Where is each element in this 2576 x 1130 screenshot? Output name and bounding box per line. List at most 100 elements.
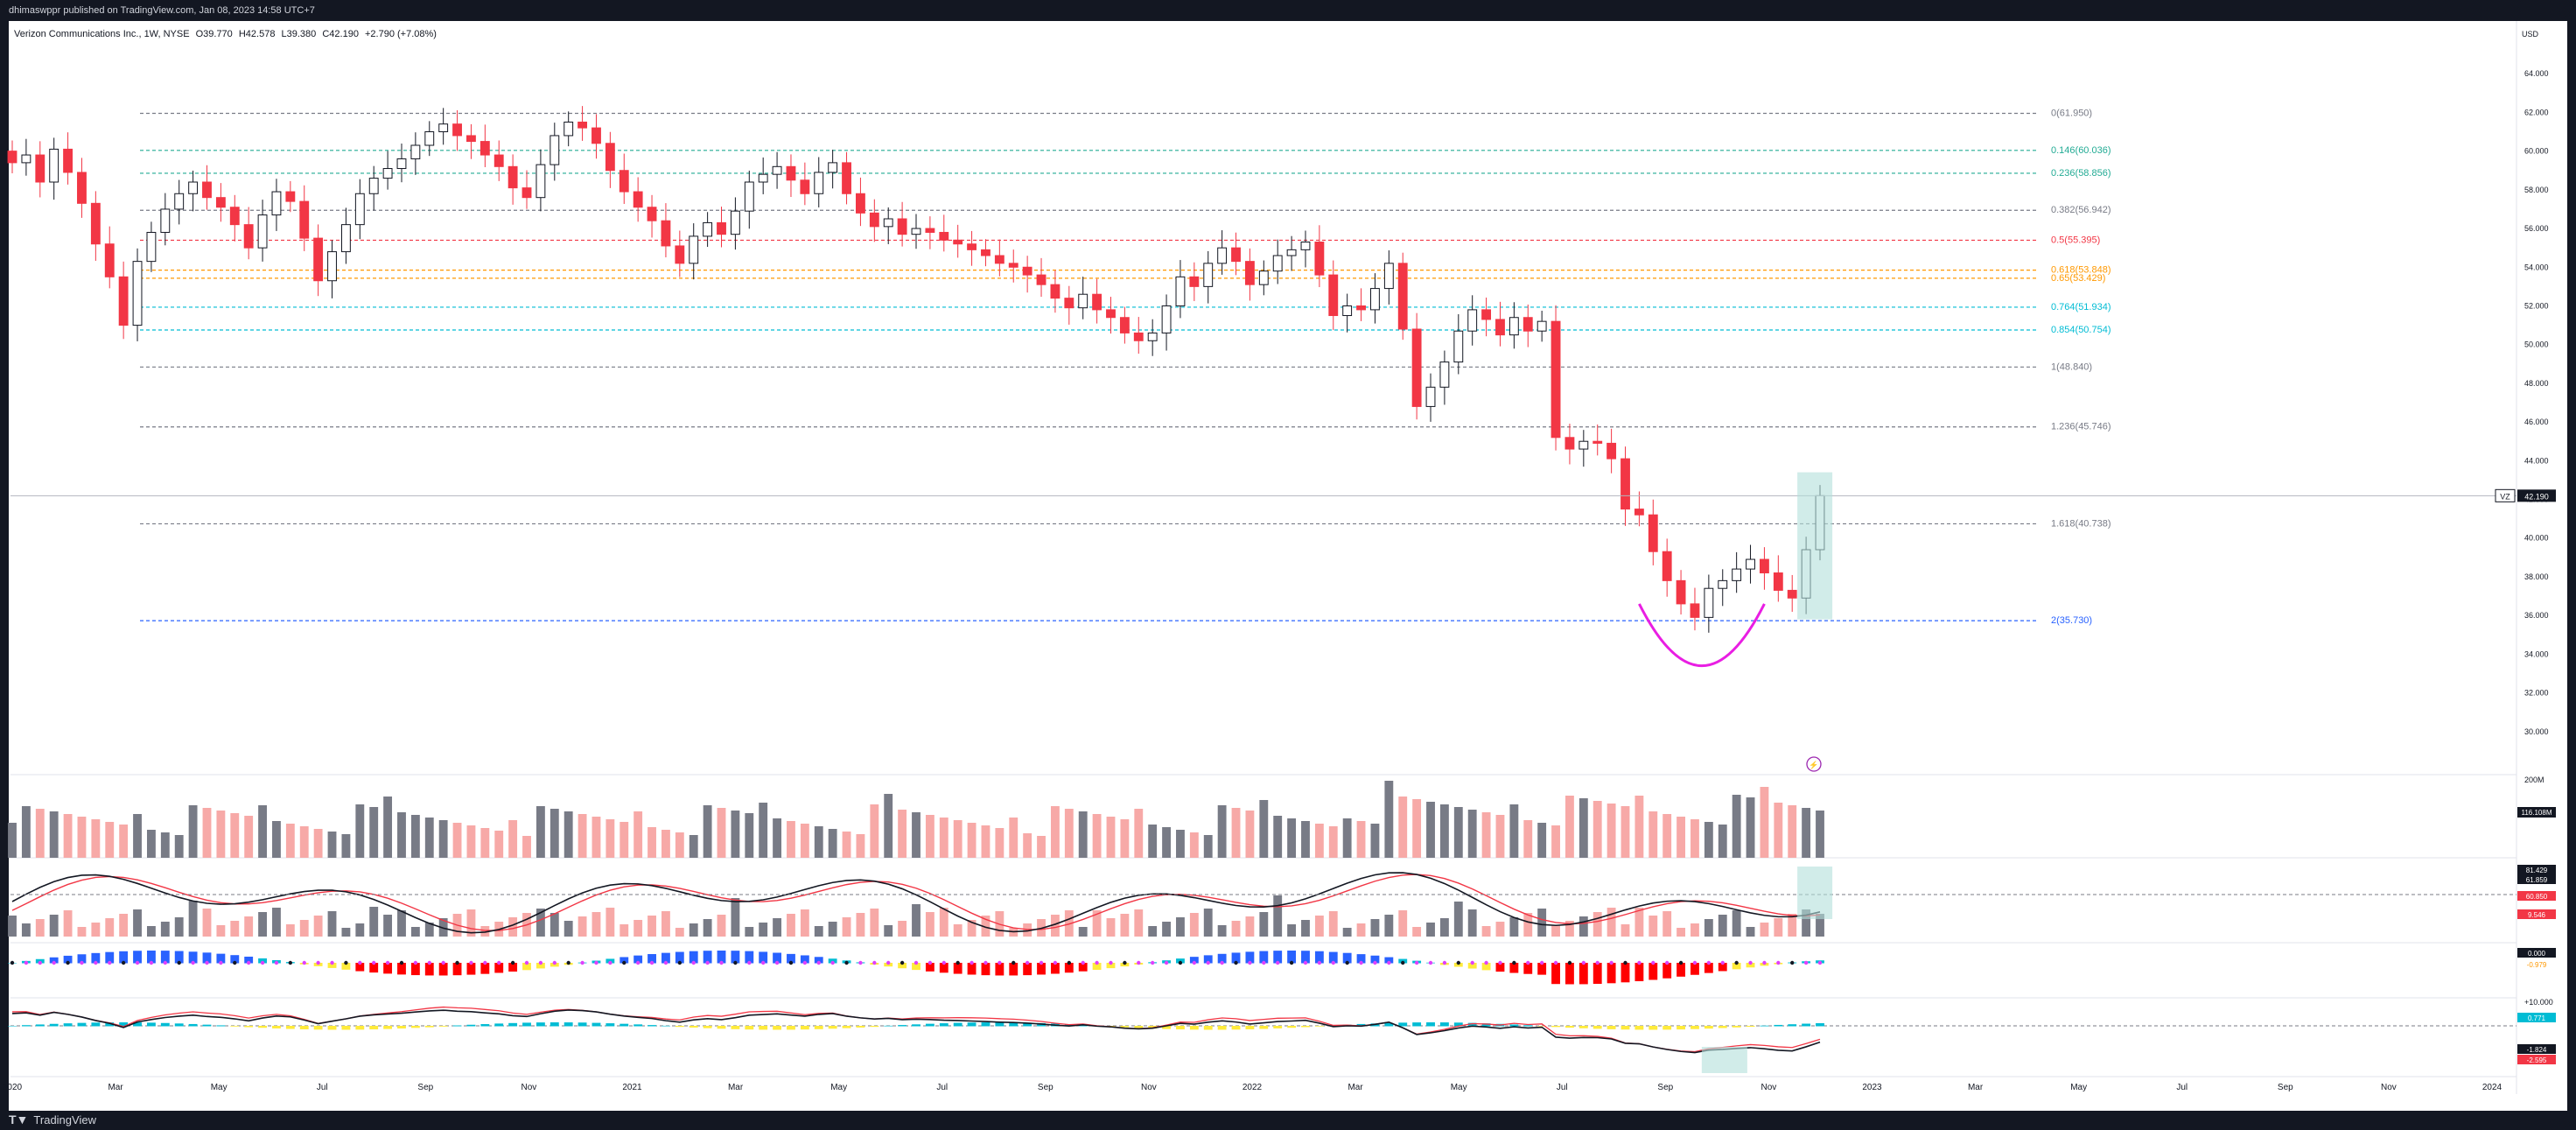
stoch-histogram-bar: [1050, 915, 1060, 937]
stoch-histogram-bar: [244, 916, 254, 937]
volume-bar: [355, 804, 365, 858]
symbol-tag-box: [2495, 488, 2516, 502]
squeeze-bar: [745, 951, 754, 964]
volume-bar: [981, 825, 990, 858]
squeeze-dot: [914, 960, 919, 965]
candle-body: [1606, 442, 1617, 460]
squeeze-dot: [1039, 960, 1044, 965]
squeeze-dot: [274, 960, 279, 965]
price-tick-label: 60.000: [2524, 147, 2549, 156]
volume-bar: [1690, 819, 1699, 858]
squeeze-bar: [1023, 963, 1032, 976]
candle-body: [1161, 305, 1172, 333]
volume-bar: [1328, 826, 1338, 858]
price-tick-label: 46.000: [2524, 418, 2549, 426]
price-tick-label: 56.000: [2524, 224, 2549, 233]
volume-bar: [1217, 805, 1227, 858]
fib-level-label: 1.236(45.746): [2051, 422, 2111, 432]
stoch-histogram-bar: [953, 924, 962, 937]
volume-bar: [912, 812, 920, 858]
squeeze-dot: [1012, 960, 1016, 965]
macd-histogram-bar: [1774, 1024, 1783, 1027]
symbol-name: Verizon Communications Inc., 1W, NYSE: [14, 29, 190, 39]
volume-bar: [717, 808, 726, 858]
squeeze-bar: [1453, 963, 1463, 967]
candle-body: [1106, 309, 1116, 319]
squeeze-bar: [1537, 963, 1547, 975]
stoch-histogram-bar: [675, 928, 684, 937]
macd-histogram-bar: [1412, 1022, 1422, 1027]
macd-histogram-bar: [1217, 1026, 1227, 1030]
squeeze-bar: [1301, 951, 1310, 964]
macd-histogram-bar: [1732, 1026, 1741, 1028]
currency-label: USD: [2522, 30, 2539, 39]
volume-bar: [1273, 816, 1283, 858]
squeeze-dot: [302, 960, 306, 965]
squeeze-dot: [1539, 960, 1544, 965]
stoch-value-box: [2517, 891, 2556, 901]
squeeze-dot: [1053, 960, 1058, 965]
squeeze-dot: [1317, 960, 1322, 965]
volume-bar: [1050, 806, 1060, 858]
macd-histogram-bar: [1064, 1024, 1074, 1027]
squeeze-dot: [552, 960, 556, 965]
squeeze-bar: [1314, 951, 1324, 964]
volume-bar: [1037, 836, 1046, 858]
squeeze-bar: [1718, 963, 1727, 972]
macd-value-label: -2.595: [2527, 1056, 2547, 1064]
squeeze-bar: [216, 953, 226, 964]
squeeze-dot: [1276, 960, 1280, 965]
squeeze-bar: [1565, 963, 1574, 985]
macd-histogram-bar: [188, 1023, 198, 1027]
candle-body: [132, 261, 143, 326]
candle-body: [90, 202, 101, 245]
time-tick-label: May: [830, 1083, 847, 1092]
squeeze-dot: [1081, 960, 1085, 965]
candle-body: [1676, 579, 1686, 605]
macd-histogram-bar: [1273, 1026, 1283, 1028]
volume-bar: [1120, 819, 1130, 858]
squeeze-dot: [1331, 960, 1335, 965]
candle-body: [536, 164, 546, 199]
fib-level-label: 0(61.950): [2051, 109, 2092, 119]
volume-bar: [1565, 796, 1574, 858]
squeeze-dot: [1095, 960, 1099, 965]
candle-body: [925, 228, 935, 233]
stoch-histogram-bar: [1370, 919, 1380, 937]
volume-bar: [828, 829, 837, 858]
macd-highlight-box: [1701, 1047, 1747, 1073]
volume-bar: [452, 823, 462, 858]
price-tick-label: 62.000: [2524, 108, 2549, 116]
volume-bar: [550, 809, 559, 858]
volume-bar: [925, 815, 934, 858]
price-tick-label: 32.000: [2524, 689, 2549, 698]
squeeze-dot: [260, 960, 265, 965]
squeeze-bar: [981, 963, 990, 976]
stoch-histogram-bar: [1634, 908, 1644, 937]
squeeze-bar: [91, 952, 101, 964]
squeeze-bar: [494, 963, 504, 973]
squeeze-bar: [63, 955, 73, 964]
volume-bar: [1162, 827, 1171, 858]
squeeze-bar: [466, 963, 476, 975]
squeeze-dot: [233, 960, 237, 965]
squeeze-dot: [344, 960, 348, 965]
squeeze-bar: [787, 953, 795, 964]
macd-histogram-bar: [77, 1022, 87, 1027]
stoch-histogram-bar: [341, 928, 351, 937]
stoch-histogram-bar: [480, 926, 490, 937]
stoch-histogram-bar: [424, 923, 434, 937]
stoch-histogram-bar: [884, 925, 893, 937]
fib-level-label: 2(35.730): [2051, 615, 2092, 626]
macd-histogram-bar: [1203, 1026, 1213, 1030]
squeeze-bar: [717, 951, 726, 964]
squeeze-dot: [510, 960, 515, 965]
time-tick-label: 2024: [2482, 1083, 2502, 1092]
squeeze-dot: [108, 960, 112, 965]
squeeze-dot: [1428, 960, 1433, 965]
squeeze-dot: [1373, 960, 1377, 965]
macd-histogram-bar: [1620, 1026, 1630, 1030]
squeeze-bar: [522, 963, 531, 971]
time-tick-label: Mar: [108, 1083, 123, 1092]
